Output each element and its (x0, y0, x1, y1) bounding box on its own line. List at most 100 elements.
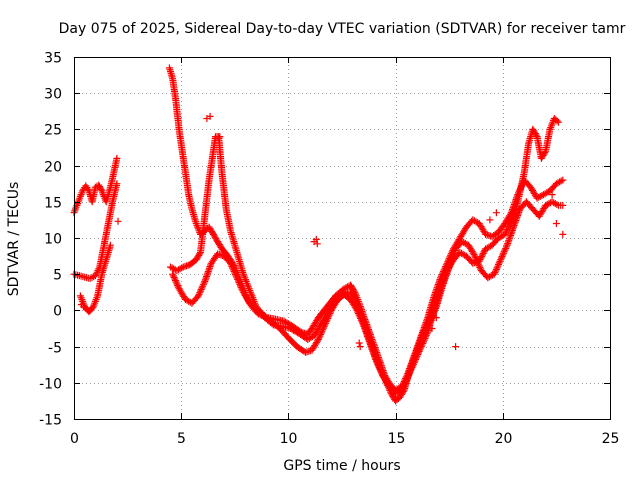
data-point (459, 250, 467, 258)
data-point (452, 343, 460, 351)
data-point (552, 220, 560, 227)
data-point (559, 230, 567, 238)
data-point (492, 209, 500, 217)
data-point (417, 343, 425, 351)
data-point (487, 272, 495, 280)
data-point (513, 201, 521, 209)
data-point (412, 356, 420, 363)
data-point (356, 343, 364, 351)
data-point (237, 282, 244, 290)
data-point (172, 277, 179, 285)
data-point (501, 246, 509, 254)
data-point (354, 310, 362, 318)
data-point (428, 325, 436, 332)
data-point (173, 280, 181, 288)
data-point (376, 365, 384, 373)
y-tick-label: 35 (44, 51, 62, 67)
data-point (478, 253, 486, 261)
data-point (197, 287, 204, 295)
data-point (228, 263, 236, 271)
data-point (412, 354, 420, 362)
data-point (494, 262, 502, 270)
data-point (233, 274, 241, 282)
data-point (432, 314, 440, 322)
data-point (377, 367, 385, 375)
data-point (486, 216, 494, 224)
data-point (491, 269, 499, 277)
data-point (501, 230, 509, 238)
data-point (502, 227, 510, 235)
x-axis-label: GPS time / hours (283, 458, 400, 474)
y-tick-label: 20 (44, 160, 62, 176)
data-point (227, 259, 234, 267)
data-point (496, 257, 504, 265)
data-point (461, 239, 469, 247)
data-point (555, 118, 562, 126)
data-point (499, 251, 507, 259)
data-point (505, 221, 513, 229)
y-tick-label: -15 (39, 413, 62, 429)
data-point (315, 334, 323, 342)
data-point (234, 277, 242, 285)
data-point (500, 248, 508, 256)
x-tick-label: 10 (280, 431, 298, 447)
data-point (417, 344, 425, 352)
y-tick-label: 15 (44, 196, 62, 212)
data-point (411, 357, 419, 365)
data-point (174, 283, 182, 291)
data-point (268, 320, 276, 328)
y-tick-label: -5 (48, 341, 62, 357)
chart-title: Day 075 of 2025, Sidereal Day-to-day VTE… (59, 21, 626, 37)
data-point (231, 269, 239, 277)
data-point (234, 275, 242, 283)
data-point (492, 265, 500, 273)
data-point (541, 149, 549, 157)
y-tick-label: 25 (44, 123, 62, 139)
data-point (416, 346, 424, 354)
data-point (169, 270, 177, 278)
x-tick-labels: 0 5 10 15 20 25 (70, 431, 619, 447)
data-point (405, 370, 413, 378)
data-point (495, 259, 503, 267)
data-point (357, 316, 365, 324)
data-point (97, 186, 105, 193)
data-point (500, 249, 507, 257)
data-point (477, 254, 485, 262)
data-point (194, 292, 202, 300)
data-point (532, 131, 540, 139)
data-point (421, 335, 429, 343)
data-point (230, 267, 238, 275)
data-point (197, 286, 205, 293)
data-point (423, 330, 431, 338)
data-point (405, 372, 412, 380)
data-point (170, 265, 178, 273)
data-point (356, 313, 364, 321)
data-point (479, 250, 487, 257)
data-point (420, 336, 428, 344)
data-point (553, 201, 561, 208)
data-point (355, 311, 363, 319)
data-point (548, 191, 556, 199)
data-point (373, 359, 381, 367)
data-point (409, 362, 417, 370)
data-point (509, 211, 517, 219)
data-point (312, 235, 320, 243)
data-point (195, 290, 203, 298)
data-point (229, 266, 237, 274)
data-point (415, 349, 422, 357)
data-point (200, 279, 208, 287)
data-points (70, 64, 567, 405)
data-point (113, 154, 121, 162)
x-tick-label: 15 (388, 431, 406, 447)
data-point (358, 318, 366, 326)
data-point (199, 282, 207, 290)
data-point (378, 370, 386, 378)
data-point (235, 279, 243, 287)
y-tick-labels: -15 -10 -5 0 5 10 15 20 25 30 35 (39, 51, 62, 429)
data-point (232, 271, 239, 279)
data-point (507, 218, 515, 225)
data-point (355, 339, 363, 347)
data-point (470, 251, 478, 258)
data-point (227, 261, 235, 269)
x-tick-label: 25 (602, 431, 620, 447)
